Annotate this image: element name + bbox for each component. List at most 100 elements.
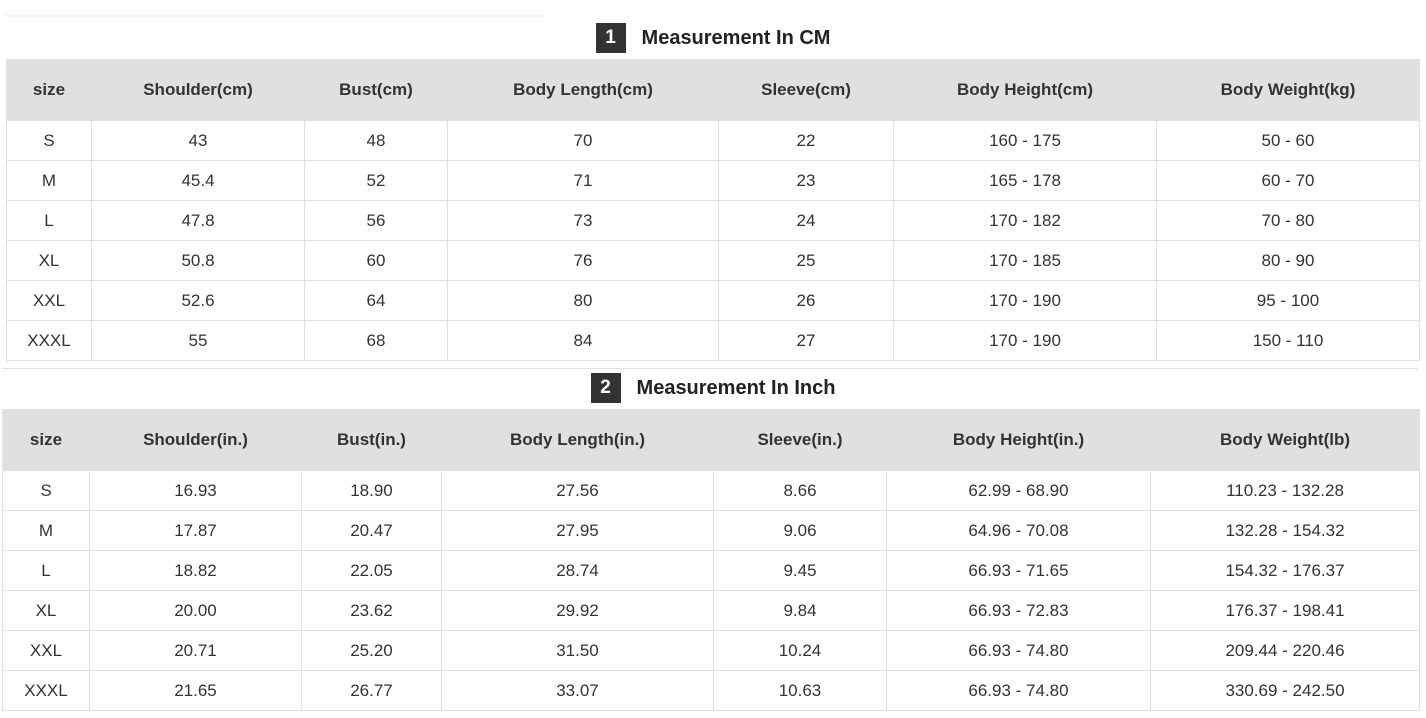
value-cell: 165 - 178: [893, 160, 1157, 201]
section-title-cm: 1 Measurement In CM: [0, 23, 1426, 53]
value-cell: 10.24: [713, 630, 887, 671]
value-cell: 70: [447, 120, 719, 161]
value-cell: 64: [304, 280, 448, 321]
header-row: size Shoulder(in.) Bust(in.) Body Length(in…: [2, 409, 1420, 471]
value-cell: 95 - 100: [1156, 280, 1420, 321]
table-row: L 18.82 22.05 28.74 9.45 66.93 - 71.65 154.32 …: [2, 550, 1420, 591]
value-cell: 26: [718, 280, 894, 321]
table-row: XL 20.00 23.62 29.92 9.84 66.93 - 72.83 176.37…: [2, 590, 1420, 631]
value-cell: 70 - 80: [1156, 200, 1420, 241]
table-row: XXXL 55 68 84 27 170 - 190 150 - 110: [6, 320, 1420, 361]
size-cell: XXL: [6, 280, 92, 321]
column-header: Body Height(cm): [893, 59, 1157, 121]
value-cell: 66.93 - 74.80: [886, 670, 1151, 711]
value-cell: 21.65: [89, 670, 302, 711]
table-row: XXL 52.6 64 80 26 170 - 190 95 - 100: [6, 280, 1420, 321]
section-title-text: Measurement In Inch: [636, 376, 836, 399]
value-cell: 31.50: [441, 630, 714, 671]
value-cell: 27: [718, 320, 894, 361]
value-cell: 80: [447, 280, 719, 321]
value-cell: 62.99 - 68.90: [886, 470, 1151, 511]
value-cell: 176.37 - 198.41: [1150, 590, 1420, 631]
value-cell: 23: [718, 160, 894, 201]
value-cell: 16.93: [89, 470, 302, 511]
table-row: M 17.87 20.47 27.95 9.06 64.96 - 70.08 132.28 …: [2, 510, 1420, 551]
value-cell: 25.20: [301, 630, 442, 671]
table-row: M 45.4 52 71 23 165 - 178 60 - 70: [6, 160, 1420, 201]
value-cell: 43: [91, 120, 305, 161]
value-cell: 56: [304, 200, 448, 241]
value-cell: 110.23 - 132.28: [1150, 470, 1420, 511]
value-cell: 60 - 70: [1156, 160, 1420, 201]
size-cell: XXL: [2, 630, 90, 671]
value-cell: 47.8: [91, 200, 305, 241]
column-header: Body Length(in.): [441, 409, 714, 471]
value-cell: 68: [304, 320, 448, 361]
value-cell: 18.90: [301, 470, 442, 511]
value-cell: 80 - 90: [1156, 240, 1420, 281]
value-cell: 9.84: [713, 590, 887, 631]
column-header: Sleeve(in.): [713, 409, 887, 471]
value-cell: 55: [91, 320, 305, 361]
column-header: Bust(cm): [304, 59, 448, 121]
size-cell: S: [2, 470, 90, 511]
section-title-inch: 2 Measurement In Inch: [0, 373, 1426, 403]
value-cell: 52.6: [91, 280, 305, 321]
size-table-inch: size Shoulder(in.) Bust(in.) Body Length(in…: [2, 409, 1420, 711]
value-cell: 150 - 110: [1156, 320, 1420, 361]
size-cell: S: [6, 120, 92, 161]
table-row: XXXL 21.65 26.77 33.07 10.63 66.93 - 74.80 330…: [2, 670, 1420, 711]
table-row: XL 50.8 60 76 25 170 - 185 80 - 90: [6, 240, 1420, 281]
value-cell: 160 - 175: [893, 120, 1157, 161]
value-cell: 71: [447, 160, 719, 201]
value-cell: 28.74: [441, 550, 714, 591]
value-cell: 25: [718, 240, 894, 281]
size-cell: L: [2, 550, 90, 591]
size-cell: XL: [6, 240, 92, 281]
column-header: Shoulder(in.): [89, 409, 302, 471]
divider: [2, 368, 1418, 369]
value-cell: 9.06: [713, 510, 887, 551]
value-cell: 60: [304, 240, 448, 281]
column-header: size: [2, 409, 90, 471]
header-row: size Shoulder(cm) Bust(cm) Body Length(cm) S…: [6, 59, 1420, 121]
value-cell: 170 - 190: [893, 280, 1157, 321]
value-cell: 26.77: [301, 670, 442, 711]
table-row: XXL 20.71 25.20 31.50 10.24 66.93 - 74.80 209.…: [2, 630, 1420, 671]
column-header: Body Length(cm): [447, 59, 719, 121]
value-cell: 8.66: [713, 470, 887, 511]
table-row: L 47.8 56 73 24 170 - 182 70 - 80: [6, 200, 1420, 241]
value-cell: 20.47: [301, 510, 442, 551]
value-cell: 76: [447, 240, 719, 281]
value-cell: 17.87: [89, 510, 302, 551]
size-cell: L: [6, 200, 92, 241]
value-cell: 45.4: [91, 160, 305, 201]
column-header: Body Height(in.): [886, 409, 1151, 471]
value-cell: 170 - 182: [893, 200, 1157, 241]
value-cell: 20.00: [89, 590, 302, 631]
value-cell: 24: [718, 200, 894, 241]
value-cell: 50 - 60: [1156, 120, 1420, 161]
value-cell: 9.45: [713, 550, 887, 591]
value-cell: 170 - 190: [893, 320, 1157, 361]
value-cell: 27.95: [441, 510, 714, 551]
value-cell: 73: [447, 200, 719, 241]
column-header: Bust(in.): [301, 409, 442, 471]
value-cell: 64.96 - 70.08: [886, 510, 1151, 551]
size-cell: M: [2, 510, 90, 551]
column-header: Shoulder(cm): [91, 59, 305, 121]
size-cell: XL: [2, 590, 90, 631]
value-cell: 52: [304, 160, 448, 201]
size-cell: M: [6, 160, 92, 201]
value-cell: 66.93 - 74.80: [886, 630, 1151, 671]
faint-line: [4, 14, 544, 17]
value-cell: 33.07: [441, 670, 714, 711]
column-header: Body Weight(lb): [1150, 409, 1420, 471]
value-cell: 22: [718, 120, 894, 161]
value-cell: 84: [447, 320, 719, 361]
value-cell: 132.28 - 154.32: [1150, 510, 1420, 551]
value-cell: 66.93 - 71.65: [886, 550, 1151, 591]
value-cell: 170 - 185: [893, 240, 1157, 281]
value-cell: 330.69 - 242.50: [1150, 670, 1420, 711]
value-cell: 27.56: [441, 470, 714, 511]
